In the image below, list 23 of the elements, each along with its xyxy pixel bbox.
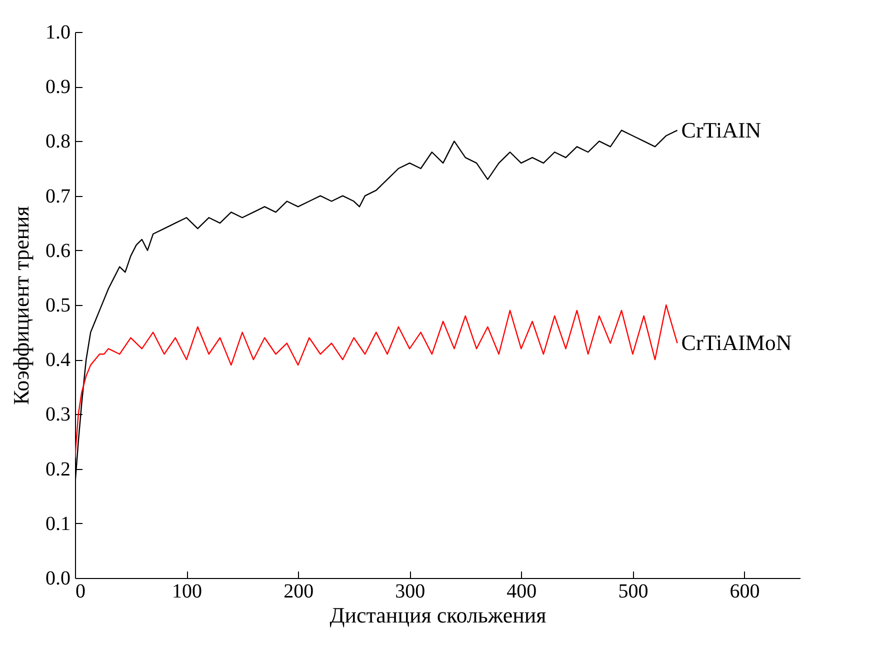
series-label: CrTiAIMoN — [681, 330, 792, 356]
y-tick-label: 0.4 — [46, 349, 70, 372]
y-tick-label: 0.7 — [46, 185, 70, 208]
x-tick-label: 400 — [506, 580, 537, 602]
y-tick-label: 0.8 — [46, 130, 70, 153]
x-axis-title: Дистанция скольжения — [330, 602, 546, 628]
y-tick-label: 0.2 — [46, 458, 70, 480]
line-series — [75, 304, 678, 458]
y-tick-label: 0.0 — [46, 568, 70, 590]
x-tick-label: 200 — [284, 580, 314, 602]
y-tick-label: 0.9 — [46, 76, 70, 98]
x-tick-label: 300 — [395, 580, 426, 602]
y-tick-label: 0.6 — [46, 240, 70, 262]
x-tick-label: 600 — [730, 580, 760, 602]
series-label: CrTiAIN — [681, 117, 762, 142]
y-axis-title: Коэффициент трения — [8, 206, 34, 405]
x-tick-label: 0 — [76, 580, 86, 602]
y-tick-label: 0.3 — [46, 404, 70, 426]
x-tick-label: 100 — [172, 580, 202, 602]
x-tick-label: 500 — [618, 580, 648, 602]
y-tick-label: 0.1 — [46, 512, 70, 535]
y-tick-label: 0.5 — [46, 294, 70, 316]
y-tick-label: 1.0 — [46, 22, 70, 44]
